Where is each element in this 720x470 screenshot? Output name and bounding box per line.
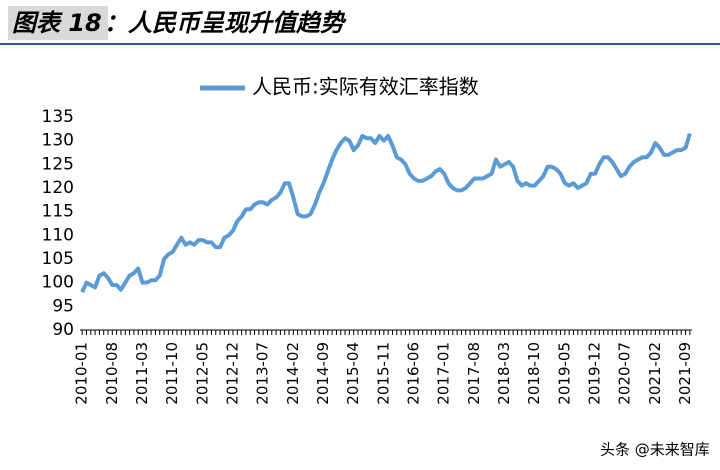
x-tick-label: 2010-08 — [103, 342, 121, 405]
y-tick-label: 115 — [42, 202, 74, 222]
x-tick-label: 2017-01 — [435, 342, 453, 405]
x-tick-label: 2021-09 — [676, 342, 694, 405]
x-tick-label: 2018-10 — [525, 342, 543, 405]
x-tick-label: 2011-03 — [133, 342, 151, 405]
x-tick-label: 2015-04 — [344, 342, 362, 405]
x-tick-label: 2015-11 — [374, 342, 392, 405]
x-tick-label: 2017-08 — [465, 342, 483, 405]
x-tick-label: 2012-12 — [224, 342, 242, 405]
y-tick-label: 90 — [52, 320, 74, 340]
watermark: 头条 @未来智库 — [600, 441, 710, 459]
y-tick-label: 135 — [42, 107, 74, 127]
x-tick-label: 2020-07 — [616, 342, 634, 405]
x-tick-label: 2012-05 — [193, 342, 211, 405]
y-tick-label: 95 — [52, 296, 74, 316]
x-tick-label: 2019-12 — [586, 342, 604, 405]
x-tick-label: 2013-07 — [254, 342, 272, 405]
y-tick-label: 120 — [42, 178, 74, 198]
y-tick-label: 105 — [42, 249, 74, 269]
y-tick-label: 130 — [42, 131, 74, 151]
x-tick-label: 2011-10 — [163, 342, 181, 405]
x-tick-label: 2010-01 — [73, 342, 91, 405]
chart-title: ：人民币呈现升值趋势 — [104, 9, 347, 37]
y-tick-label: 100 — [42, 273, 74, 293]
x-tick-label: 2018-03 — [495, 342, 513, 405]
x-tick-label: 2014-09 — [314, 342, 332, 405]
legend-label: 人民币:实际有效汇率指数 — [252, 75, 479, 99]
y-tick-label: 110 — [42, 225, 74, 245]
title-prefix: 图表 18 — [12, 9, 102, 37]
data-line — [80, 132, 692, 293]
x-tick-label: 2019-05 — [555, 342, 573, 405]
x-tick-label: 2021-02 — [646, 342, 664, 405]
x-tick-label: 2016-06 — [405, 342, 423, 405]
x-tick-label: 2014-02 — [284, 342, 302, 405]
title-highlight — [8, 6, 108, 40]
y-tick-label: 125 — [42, 154, 74, 174]
